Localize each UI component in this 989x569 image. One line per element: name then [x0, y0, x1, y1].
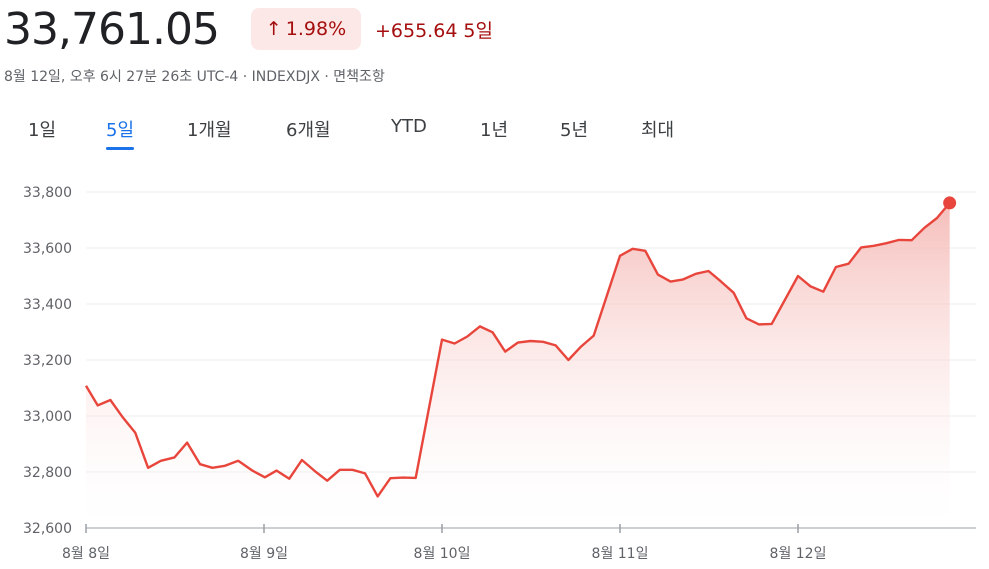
last-price-dot — [943, 196, 957, 210]
tab-6m[interactable]: 6개월 — [286, 116, 331, 148]
absolute-change: +655.64 5일 — [375, 16, 493, 43]
active-tab-indicator — [106, 147, 135, 150]
x-axis: 8월 8일 8월 9일 8월 10일 8월 11일 8월 12일 — [62, 524, 976, 562]
tab-label: 최대 — [641, 120, 675, 141]
x-tick-label: 8월 10일 — [414, 546, 471, 562]
y-tick-label: 32,600 — [23, 521, 72, 537]
tab-label: 5년 — [560, 120, 589, 141]
tab-ytd[interactable]: YTD — [391, 116, 427, 143]
tab-label: 1년 — [480, 120, 509, 141]
tab-label: 6개월 — [286, 120, 331, 141]
tab-label: 1개월 — [187, 120, 232, 141]
tab-5d[interactable]: 5일 — [106, 116, 135, 150]
tab-label: 5일 — [106, 120, 135, 141]
x-tick-label: 8월 9일 — [240, 546, 288, 562]
y-tick-label: 32,800 — [23, 465, 72, 481]
quote-meta: 8월 12일, 오후 6시 27분 26초 UTC-4 · INDEXDJX ·… — [4, 69, 385, 85]
y-tick-label: 33,800 — [23, 185, 72, 201]
index-price: 33,761.05 — [4, 4, 220, 55]
percent-change-badge: ↑ 1.98% — [251, 8, 361, 50]
y-tick-label: 33,000 — [23, 409, 72, 425]
y-tick-label: 33,200 — [23, 353, 72, 369]
x-tick-label: 8월 11일 — [592, 546, 649, 562]
tab-5y[interactable]: 5년 — [560, 116, 588, 148]
range-tabs: 1일 5일 1개월 6개월 YTD 1년 5년 최대 — [0, 116, 989, 150]
tab-max[interactable]: 최대 — [641, 116, 674, 148]
tab-1y[interactable]: 1년 — [480, 116, 508, 148]
percent-change-value: 1.98% — [285, 18, 347, 40]
x-tick-label: 8월 8일 — [62, 546, 110, 562]
y-tick-label: 33,400 — [23, 297, 72, 313]
tab-1m[interactable]: 1개월 — [187, 116, 232, 148]
tab-1d[interactable]: 1일 — [28, 116, 56, 148]
price-area-fill — [86, 202, 950, 528]
y-axis-labels: 33,800 33,600 33,400 33,200 33,000 32,800 32,6… — [23, 185, 72, 537]
tab-label: YTD — [391, 116, 427, 137]
arrow-up-icon: ↑ — [265, 18, 282, 40]
period-label: 5일 — [463, 20, 493, 42]
price-line — [84, 202, 951, 498]
absolute-change-value: +655.64 — [375, 20, 458, 42]
tab-label: 1일 — [28, 120, 57, 141]
x-tick-label: 8월 12일 — [770, 546, 827, 562]
y-tick-label: 33,600 — [23, 241, 72, 257]
